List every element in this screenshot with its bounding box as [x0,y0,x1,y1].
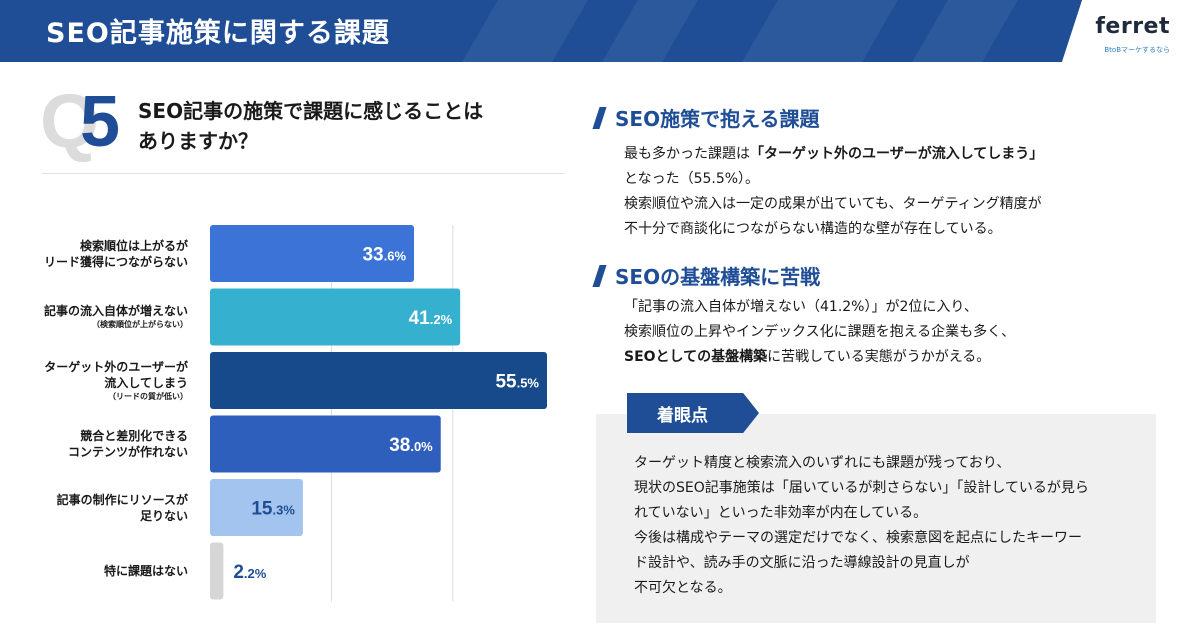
bar [210,288,461,346]
question-text: SEO記事の施策で課題に感じることは ありますか？ [138,96,538,156]
question-number: 5 [80,82,121,162]
insight-line-2: 現状のSEO記事施策は「届いているが刺さらない」「設計しているが見ら [634,480,1089,496]
section-1-text: 最も多かった課題は「ターゲット外のユーザーが流入してしまう」 となった（55.5… [624,142,1043,242]
category-label-line: 足りない [139,508,188,523]
bar [210,352,547,409]
category-label-line: 記事の流入自体が増えない [43,304,188,318]
category-label-line: リード獲得につながらない [43,254,188,269]
bar [210,225,415,282]
category-label: ターゲット外のユーザーが 流入してしまう （リードの質が低い） [0,359,188,403]
section-2-text: 「記事の流入自体が増えない（41.2%）」が2位に入り、 検索順位の上昇やインデ… [624,295,1015,370]
section-marker [592,107,607,129]
section-2-title-text: SEOの基盤構築に苦戦 [615,265,821,289]
insight-tag-label: 着眼点 [657,406,708,426]
category-label: 記事の制作にリソースが 足りない [0,492,188,524]
data-label: 55.5% [495,372,539,393]
insight-line-6: 不可欠となる。 [634,580,732,596]
data-label: 33.6% [362,245,406,266]
data-label: 2.2% [233,562,266,583]
section-2-text-post: に苦戦している実態がうかがえる。 [767,349,991,365]
insight-line-1: ターゲット精度と検索流入のいずれにも課題が残っており、 [634,455,1011,471]
section-1-line-4: 不十分で商談化につながらない構造的な壁が存在している。 [624,221,1002,237]
section-2-line-3: SEOとしての基盤構築に苦戦している実態がうかがえる。 [624,345,1015,370]
category-label: 記事の流入自体が増えない （検索順位が上がらない） [0,303,188,331]
category-label: 検索順位は上がるが リード獲得につながらない [0,238,188,270]
category-label: 競合と差別化できるコンテンツが作れない [0,428,188,460]
category-note: （リードの質が低い） [108,391,188,401]
bar [210,542,224,600]
insight-box [596,414,1156,623]
section-1-line-3: 検索順位や流入は一定の成果が出ていても、ターゲティング精度が [624,196,1042,212]
data-label: 38.0% [389,435,433,456]
question-letter: Q [40,79,100,164]
header-stripe [602,0,698,62]
insight-line-3: れていない」といった非効率が内在している。 [634,505,928,521]
section-marker [592,265,607,287]
header-stripe [742,0,898,62]
bar [210,479,303,536]
category-label-line: 記事の制作にリソースが [56,492,188,507]
section-2-line-2: 検索順位の上昇やインデックス化に課題を抱える企業も多く、 [624,324,1016,340]
bar [210,415,441,473]
category-note: （検索順位が上がらない） [92,320,188,329]
category-label-line: ターゲット外のユーザーが [44,359,188,374]
bar-chart: 33.6% 41.2% 55.5% 38.0% 15.3% 2.2% 検索順位は上がるがリ… [0,0,575,637]
page-title: SEO記事施策に関する課題 [46,18,390,49]
category-label: 特に課題はない [0,563,188,579]
category-label-line: 流入してしまう [104,375,188,390]
insight-tag: 着眼点 [627,393,759,433]
data-label: 15.3% [251,499,295,520]
section-1-text-pre: 最も多かった課題は [624,146,750,162]
logo: ferret [1095,14,1170,39]
insight-text: ターゲット精度と検索流入のいずれにも課題が残っており、 現状のSEO記事施策は「… [634,451,1134,601]
section-1-title: SEO施策で抱える課題 [592,103,820,132]
header-banner: SEO記事施策に関する課題 ferret BtoBマーケするなら [0,0,1192,62]
insight-tag-shape [627,393,759,433]
section-2-line-1: 「記事の流入自体が増えない（41.2%）」が2位に入り、 [624,299,978,315]
chart-svg: 33.6% 41.2% 55.5% 38.0% 15.3% 2.2% [210,225,575,602]
category-label-line: 検索順位は上がるが [79,238,188,253]
section-1-text-bold: 「ターゲット外のユーザーが流入してしまう」 [750,146,1044,162]
question-divider [42,173,564,174]
data-label: 41.2% [409,308,453,329]
section-1-title-text: SEO施策で抱える課題 [615,107,820,131]
category-label-line: コンテンツが作れない [67,445,188,459]
section-2-title: SEOの基盤構築に苦戦 [592,261,821,290]
logo-box [1082,0,1192,62]
insight-line-5: ド設計や、読み手の文脈に沿った導線設計の見直しが [634,555,970,571]
section-1-line-2: となった（55.5%）。 [624,171,760,187]
category-label-line: 特に課題はない [103,564,188,578]
section-1-line-1: 最も多かった課題は「ターゲット外のユーザーが流入してしまう」 [624,142,1043,167]
question-line-2: ありますか？ [138,129,258,153]
header-stripe [912,0,1018,62]
section-2-text-bold: SEOとしての基盤構築 [624,349,768,365]
question-line-1: SEO記事の施策で課題に感じることは [138,99,484,123]
logo-tagline: BtoBマーケするなら [1104,46,1170,54]
insight-line-4: 今後は構成やテーマの選定だけでなく、検索意図を起点にしたキーワー [634,530,1082,546]
category-label-line: 競合と差別化できる [80,429,188,443]
